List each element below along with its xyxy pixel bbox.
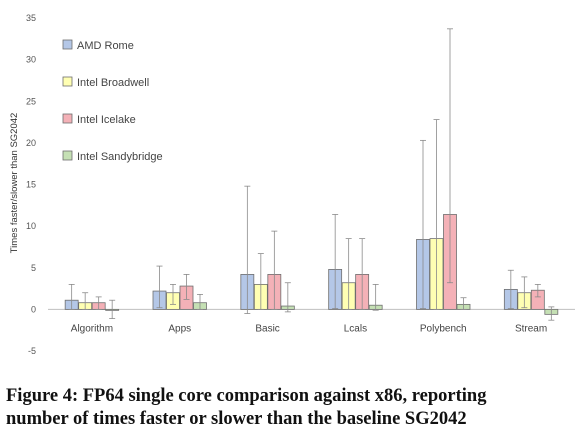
legend-entry-label: Intel Sandybridge [77,151,163,163]
caption-line-1: Figure 4: FP64 single core comparison ag… [6,386,487,406]
legend-swatch [62,150,73,161]
y-tick-label: 0 [31,304,36,314]
figure-caption: Figure 4: FP64 single core comparison ag… [6,385,576,431]
chart-bars [64,28,559,321]
y-tick-label: 5 [31,263,36,273]
x-category-label: Stream [515,323,547,334]
y-tick-label: 25 [26,96,36,106]
legend-swatch [62,113,73,124]
y-axis-label: Times faster/slower than SG2042 [9,113,20,254]
legend-swatch [62,39,73,50]
legend-swatch [62,76,73,87]
x-category-label: Algorithm [71,323,113,334]
y-tick-label: 15 [26,180,36,190]
y-tick-label: 30 [26,55,36,65]
legend-entry-label: Intel Broadwell [77,77,149,89]
chart-legend: AMD Rome Intel Broadwell Intel Icelake Inte… [62,39,163,163]
x-category-label: Lcals [344,323,367,334]
y-tick-label: 20 [26,138,36,148]
chart-axes: -5 0 5 10 15 20 25 30 35 Algorithm Apps Basic Lcals P… [26,13,575,356]
bar-chart: -5 0 5 10 15 20 25 30 35 Algorithm Apps Basic Lcals P… [9,13,575,356]
x-category-label: Apps [168,323,191,334]
y-tick-label: -5 [28,346,36,356]
y-tick-label: 10 [26,221,36,231]
caption-line-2: number of times faster or slower than th… [6,409,467,429]
x-category-label: Polybench [420,323,467,334]
y-tick-label: 35 [26,13,36,23]
x-category-label: Basic [255,323,279,334]
legend-entry-label: Intel Icelake [77,114,136,126]
legend-entry-label: AMD Rome [77,40,134,52]
